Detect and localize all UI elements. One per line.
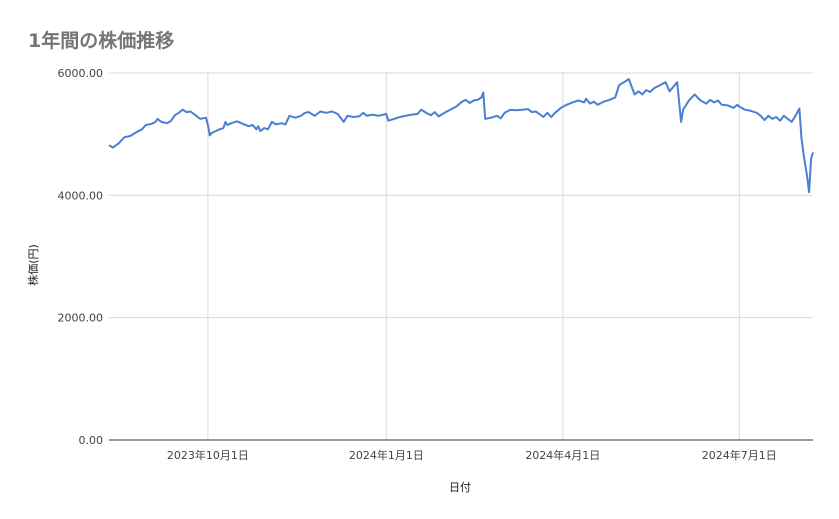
axes: 0.00 2000.00 4000.00 6000.00 2023年10月1日 2024年… xyxy=(58,67,813,462)
series-line xyxy=(108,78,814,194)
x-tick-label: 2024年1月1日 xyxy=(349,448,424,462)
y-tick-label: 4000.00 xyxy=(58,189,104,202)
y-tick-label: 0.00 xyxy=(79,434,104,447)
y-tick-label: 2000.00 xyxy=(58,312,104,325)
y-tick-label: 6000.00 xyxy=(58,67,104,80)
gridlines xyxy=(109,72,813,440)
chart-title: 1年間の株価推移 xyxy=(28,30,175,52)
x-tick-label: 2024年4月1日 xyxy=(525,448,600,462)
x-tick-label: 2024年7月1日 xyxy=(702,448,777,462)
x-axis-title: 日付 xyxy=(449,481,471,494)
series-layer xyxy=(108,78,814,194)
x-tick-label: 2023年10月1日 xyxy=(167,448,249,462)
y-axis-title: 株価(円) xyxy=(26,244,40,286)
